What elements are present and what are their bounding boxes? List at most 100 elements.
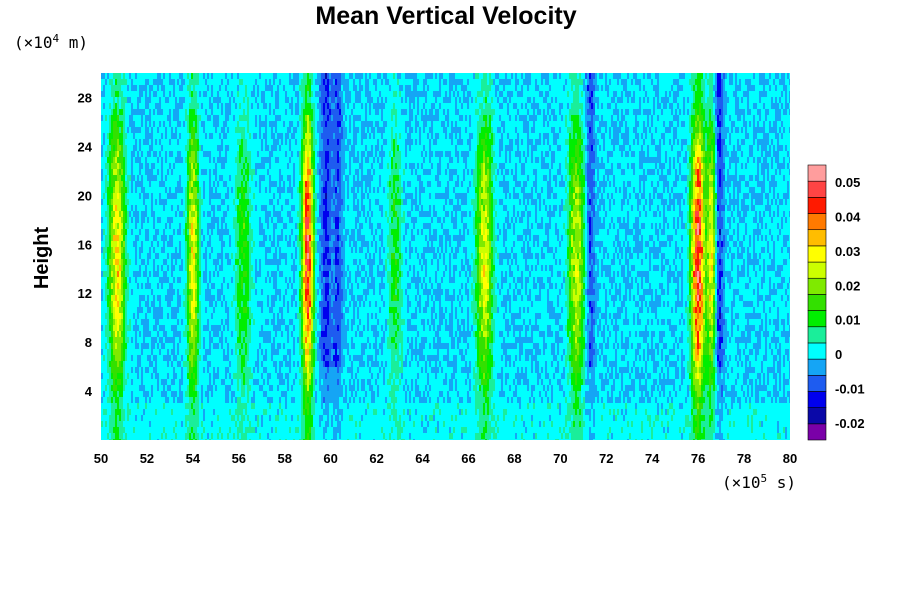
heatmap-cell [227,343,230,362]
heatmap-cell [153,361,156,368]
heatmap-cell [229,391,232,410]
heatmap-cell [283,223,286,230]
heatmap-cell [309,403,312,428]
heatmap-cell [311,109,314,122]
heatmap-cell [417,229,420,236]
heatmap-cell [161,289,164,308]
heatmap-cell [263,331,266,344]
heatmap-cell [161,433,164,440]
heatmap-cell [231,355,234,380]
heatmap-cell [209,373,212,392]
heatmap-cell [345,145,348,152]
heatmap-cell [197,73,200,86]
heatmap-cell [115,247,118,254]
heatmap-cell [193,307,196,314]
heatmap-cell [161,157,164,188]
heatmap-cell [411,109,414,122]
heatmap-cell [193,187,196,206]
heatmap-cell [261,181,264,206]
heatmap-cell [401,271,404,278]
heatmap-cell [215,133,218,164]
heatmap-cell [339,151,342,158]
heatmap-cell [245,385,248,404]
heatmap-cell [171,325,174,332]
heatmap-cell [349,403,352,416]
heatmap-cell [217,337,220,344]
heatmap-cell [167,271,170,278]
heatmap-cell [233,301,236,374]
heatmap-cell [313,391,316,398]
heatmap-cell [375,301,378,308]
heatmap-cell [235,373,238,380]
heatmap-cell [115,265,118,272]
heatmap-cell [331,211,334,218]
heatmap-cell [425,295,428,302]
heatmap-cell [399,79,402,86]
heatmap-cell [191,343,194,350]
heatmap-cell [299,289,302,302]
heatmap-cell [443,223,446,230]
heatmap-cell [391,337,394,344]
heatmap-cell [427,355,430,362]
heatmap-cell [231,385,234,392]
heatmap-cell [365,241,368,248]
heatmap-cell [425,247,428,254]
heatmap-cell [201,235,204,242]
heatmap-cell [419,175,422,206]
heatmap-cell [249,217,252,224]
heatmap-cell [321,247,324,254]
heatmap-cell [431,307,434,326]
heatmap-cell [147,277,150,290]
heatmap-cell [135,403,138,416]
heatmap-cell [347,343,350,356]
heatmap-cell [301,337,304,344]
heatmap-cell [269,379,272,386]
heatmap-cell [189,139,192,146]
heatmap-cell [131,355,134,362]
heatmap-cell [349,145,352,152]
heatmap-cell [333,343,336,350]
heatmap-cell [299,313,302,356]
heatmap-cell [421,361,424,368]
heatmap-cell [191,325,194,338]
heatmap-cell [355,379,358,392]
heatmap-cell [357,223,360,230]
heatmap-cell [131,343,134,356]
heatmap-cell [159,139,162,146]
heatmap-cell [305,73,308,86]
heatmap-cell [347,313,350,320]
heatmap-cell [423,73,426,80]
heatmap-cell [105,337,108,344]
heatmap-cell [285,157,288,200]
heatmap-cell [113,235,116,242]
heatmap-cell [125,79,128,86]
heatmap-cell [327,103,330,110]
heatmap-cell [197,217,200,224]
heatmap-cell [395,253,398,260]
heatmap-cell [105,409,108,416]
heatmap-cell [425,169,428,176]
heatmap-cell [305,217,308,230]
heatmap-cell [377,205,380,224]
heatmap-cell [219,85,222,92]
heatmap-cell [131,73,134,80]
heatmap-cell [403,241,406,320]
heatmap-cell [371,247,374,260]
heatmap-cell [299,379,302,386]
heatmap-cell [423,193,426,212]
heatmap-cell [227,133,230,146]
heatmap-cell [435,289,438,302]
heatmap-cell [337,187,340,194]
heatmap-cell [285,223,288,230]
heatmap-cell [237,223,240,242]
heatmap-cell [245,427,248,440]
heatmap-cell [369,79,372,92]
heatmap-cell [143,265,146,272]
heatmap-cell [255,289,258,296]
heatmap-cell [169,73,172,86]
heatmap-cell [119,193,122,212]
heatmap-cell [431,295,434,302]
heatmap-cell [187,343,190,356]
heatmap-cell [253,247,256,284]
heatmap-cell [239,139,242,146]
